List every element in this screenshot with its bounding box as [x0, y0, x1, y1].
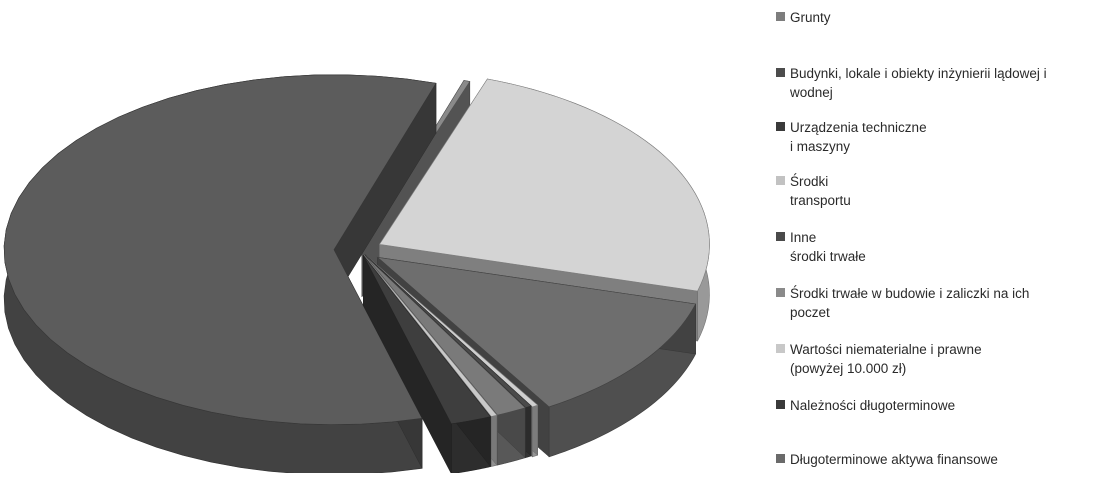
legend-swatch — [776, 176, 785, 185]
pie-slice-top — [363, 254, 498, 417]
legend-item: Budynki, lokale i obiekty inżynierii ląd… — [776, 64, 1106, 102]
legend-label: Należności długoterminowe — [790, 398, 956, 413]
pie-slice-top — [364, 254, 526, 416]
legend-label: Środki trwałe w budowie i zaliczki na ic… — [790, 286, 1030, 320]
legend-item: Środki trwałe w budowie i zaliczki na ic… — [776, 284, 1106, 322]
legend-label: Długoterminowe aktywa finansowe — [790, 452, 998, 467]
legend-swatch — [776, 232, 785, 241]
legend-item: Inne środki trwałe — [776, 228, 1106, 266]
legend-item: Urządzenia techniczne i maszyny — [776, 118, 1106, 156]
pie-slice-top — [378, 78, 710, 292]
pie-slice-top — [365, 255, 539, 408]
pie-slice-top — [363, 255, 492, 425]
legend-item: Długoterminowe aktywa finansowe — [776, 450, 1106, 469]
legend-label: Środki transportu — [790, 174, 851, 208]
pie-chart-svg — [3, 74, 710, 475]
pie-slice-top — [364, 254, 532, 408]
legend-label: Inne środki trwałe — [790, 230, 866, 264]
pie-slice-7 — [363, 254, 492, 475]
legend-item: Należności długoterminowe — [776, 396, 1106, 415]
legend-swatch — [776, 400, 785, 409]
legend-swatch — [776, 344, 785, 353]
legend-item: Środki transportu — [776, 172, 1106, 210]
legend-label: Wartości niematerialne i prawne (powyżej… — [790, 342, 982, 376]
legend-label: Grunty — [790, 10, 831, 25]
pie-chart — [3, 74, 710, 475]
legend-label: Budynki, lokale i obiekty inżynierii ląd… — [790, 66, 1047, 100]
legend-swatch — [776, 68, 785, 77]
legend-swatch — [776, 122, 785, 131]
pie-slice-top — [3, 74, 437, 425]
legend-item: Grunty — [776, 8, 1106, 27]
pie-slice-8 — [3, 74, 437, 475]
chart-legend: Grunty Budynki, lokale i obiekty inżynier… — [776, 0, 1106, 473]
legend-swatch — [776, 288, 785, 297]
pie-slice-top — [376, 256, 697, 408]
legend-swatch — [776, 12, 785, 21]
legend-item: Wartości niematerialne i prawne (powyżej… — [776, 340, 1106, 378]
legend-label: Urządzenia techniczne i maszyny — [790, 120, 927, 154]
legend-swatch — [776, 454, 785, 463]
